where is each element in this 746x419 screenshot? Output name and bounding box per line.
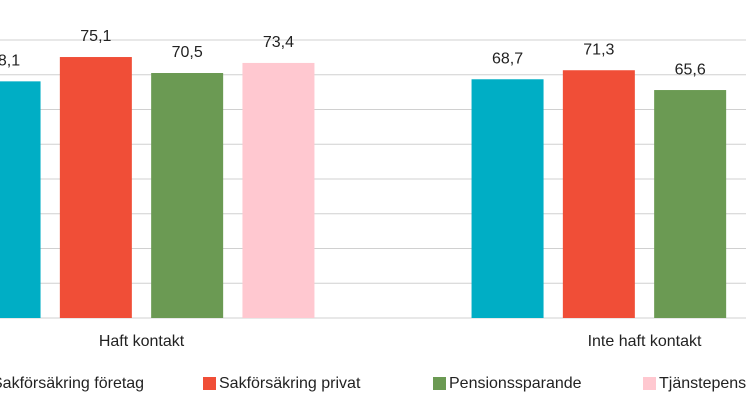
value-label: 71,3: [583, 41, 614, 58]
legend-label: Pensionssparande: [449, 375, 582, 392]
legend-label: Sakförsäkring privat: [219, 375, 361, 392]
legend-swatch: [203, 377, 216, 390]
x-tick-label: Haft kontakt: [99, 333, 185, 350]
bar: [562, 70, 635, 318]
bar: [242, 62, 315, 319]
legend-label: Sakförsäkring företag: [0, 375, 144, 392]
legend-swatch: [433, 377, 446, 390]
bar: [471, 79, 544, 318]
x-tick-label: Inte haft kontakt: [588, 333, 702, 350]
value-label: 68,1: [0, 53, 20, 70]
value-label: 73,4: [263, 34, 294, 51]
legend-swatch: [643, 377, 656, 390]
value-label: 65,6: [675, 61, 706, 78]
value-label: 70,5: [172, 44, 203, 61]
bar: [151, 73, 224, 318]
bar: [59, 57, 132, 319]
value-label: 68,7: [492, 50, 523, 67]
bar: [654, 90, 727, 318]
bar: [0, 81, 41, 318]
legend-label: Tjänstepension: [659, 375, 746, 392]
value-label: 75,1: [80, 28, 111, 45]
